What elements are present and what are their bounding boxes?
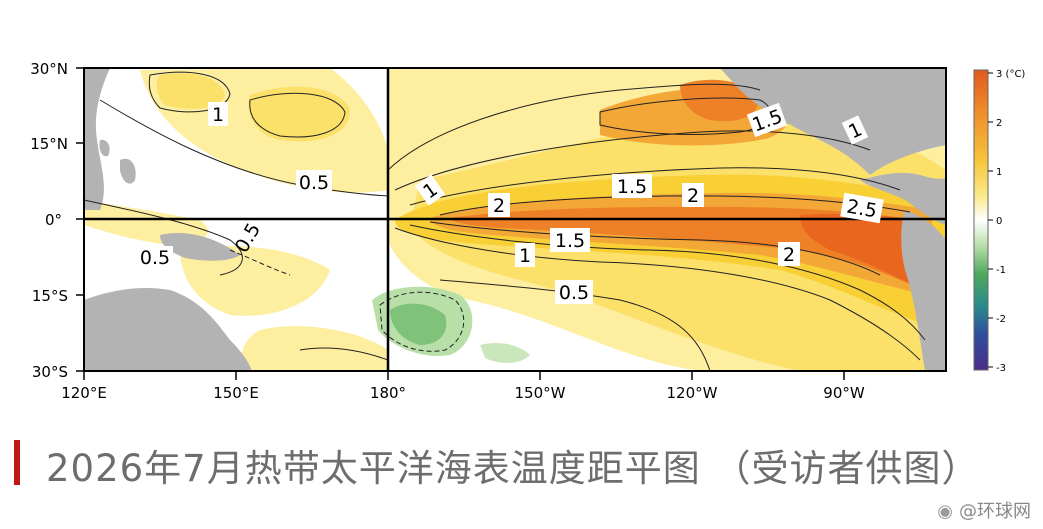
contour-label: 0.5 — [555, 280, 593, 304]
caption-accent-bar — [14, 440, 20, 485]
colorbar-tick: -3 — [996, 363, 1006, 374]
svg-text:2: 2 — [493, 195, 505, 217]
contour-label: 2 — [488, 193, 510, 217]
svg-text:1.5: 1.5 — [555, 230, 585, 252]
svg-text:1: 1 — [212, 104, 224, 126]
colorbar: 3 (°C) 2 1 0 -1 -2 -3 — [973, 69, 1025, 374]
watermark-text: @环球网 — [959, 501, 1031, 522]
weibo-icon: ◉ — [937, 501, 953, 522]
lon-label-150w: 150°W — [515, 384, 566, 402]
contour-label: 0.5 — [296, 170, 332, 194]
colorbar-tick: 1 — [996, 167, 1002, 178]
lat-label-15n: 15°N — [30, 135, 68, 153]
contour-label: 1.5 — [612, 174, 652, 198]
colorbar-tick: -2 — [996, 314, 1006, 325]
svg-text:2: 2 — [687, 185, 699, 207]
lon-label-90w: 90°W — [823, 384, 865, 402]
colorbar-tick: 2 — [996, 118, 1002, 129]
svg-text:1: 1 — [519, 245, 531, 267]
colorbar-tick: 0 — [996, 216, 1002, 227]
lon-label-120e: 120°E — [61, 384, 107, 402]
axis-ticks — [76, 67, 845, 380]
lon-label-150e: 150°E — [213, 384, 259, 402]
contour-label: 1 — [515, 243, 535, 267]
contour-label: 2 — [682, 183, 704, 207]
lat-label-30s: 30°S — [32, 363, 68, 381]
map-caption: 2026年7月热带太平洋海表温度距平图 （受访者供图） — [46, 447, 980, 490]
colorbar-tick: -1 — [996, 265, 1006, 276]
svg-text:2: 2 — [783, 244, 795, 266]
svg-text:2.5: 2.5 — [845, 196, 879, 223]
contour-label: 1 — [414, 174, 446, 206]
colorbar-unit-label: 3 (°C) — [996, 69, 1025, 80]
lat-label-0: 0° — [45, 211, 62, 229]
lat-label-30n: 30°N — [30, 60, 68, 78]
svg-text:0.5: 0.5 — [559, 282, 589, 304]
svg-text:1.5: 1.5 — [617, 176, 647, 198]
watermark: ◉ @环球网 — [937, 497, 1031, 523]
svg-text:0.5: 0.5 — [140, 247, 170, 269]
contour-label: 2.5 — [840, 192, 884, 224]
map-field — [84, 68, 946, 371]
contour-label: 0.5 — [137, 246, 173, 269]
svg-text:0.5: 0.5 — [299, 172, 329, 194]
lon-label-120w: 120°W — [667, 384, 718, 402]
contour-label: 1.5 — [550, 228, 590, 252]
lon-label-180: 180° — [370, 384, 406, 402]
contour-label: 2 — [778, 242, 800, 266]
lat-label-15s: 15°S — [32, 287, 68, 305]
contour-label: 1 — [841, 115, 869, 145]
contour-label: 1 — [208, 102, 228, 126]
